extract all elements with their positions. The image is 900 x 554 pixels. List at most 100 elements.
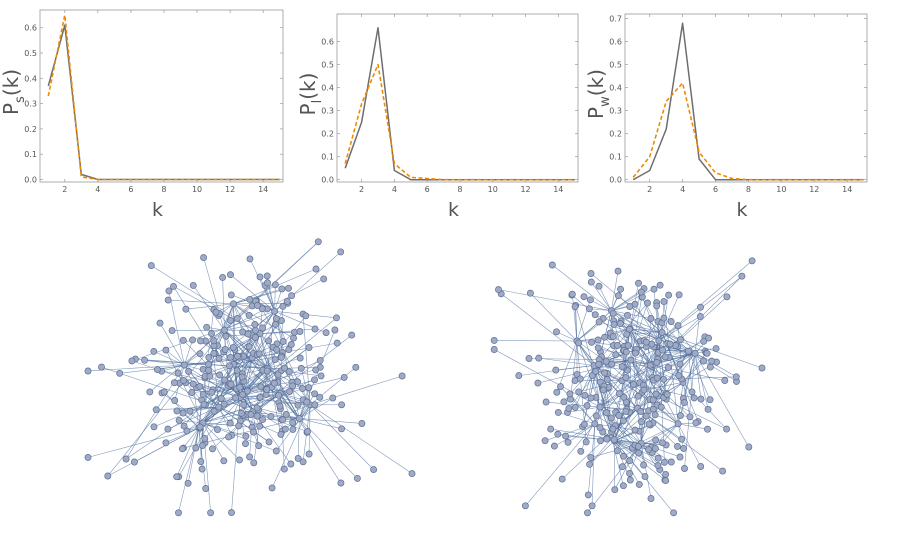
node <box>620 393 628 401</box>
series-line-dashed <box>632 82 864 181</box>
node <box>242 440 249 448</box>
edge <box>165 427 200 444</box>
node <box>210 337 218 345</box>
edge <box>274 284 276 312</box>
node <box>490 346 498 353</box>
edge <box>570 340 578 400</box>
edge <box>598 286 612 311</box>
node <box>273 346 281 354</box>
node <box>256 393 264 401</box>
node <box>554 430 562 438</box>
edge <box>552 264 612 311</box>
node <box>252 326 259 334</box>
node <box>677 336 684 344</box>
edge <box>688 350 711 400</box>
node <box>316 393 324 401</box>
plot-frame <box>624 13 868 183</box>
node <box>294 401 302 409</box>
edge <box>567 406 601 413</box>
node <box>220 326 228 334</box>
node <box>238 373 246 381</box>
y-tick-label: 0.0 <box>24 175 37 184</box>
node <box>521 502 529 510</box>
node <box>205 366 212 374</box>
node <box>585 305 593 313</box>
edge <box>153 351 185 366</box>
edge <box>233 288 282 305</box>
node <box>631 426 639 434</box>
edge <box>218 406 232 436</box>
node <box>212 308 220 316</box>
node <box>654 454 662 462</box>
node <box>130 458 138 466</box>
edge <box>656 350 689 379</box>
node <box>566 390 574 398</box>
edge <box>595 371 638 409</box>
node <box>312 265 320 273</box>
node <box>624 342 632 349</box>
x-tick-label: 14 <box>553 185 563 194</box>
y-label-subscript: w <box>598 96 613 107</box>
edge <box>173 286 237 389</box>
node <box>609 309 617 317</box>
y-axis-label: Ps(k) <box>0 69 28 115</box>
node <box>150 423 158 431</box>
edge <box>688 351 693 392</box>
edge <box>611 291 642 311</box>
x-axis-label: k <box>736 199 747 221</box>
node <box>338 425 346 433</box>
node <box>199 442 206 450</box>
edge <box>219 313 253 358</box>
node <box>271 281 279 289</box>
node <box>602 357 610 365</box>
node <box>222 332 230 340</box>
node <box>287 341 295 348</box>
edge <box>630 296 643 361</box>
node <box>587 270 595 277</box>
y-tick-label: 0.5 <box>24 49 37 58</box>
edge <box>144 360 185 366</box>
node <box>215 354 223 362</box>
node <box>312 366 320 374</box>
node <box>338 401 346 409</box>
node <box>296 328 304 335</box>
edge <box>529 358 631 361</box>
y-tick-label: 0.6 <box>24 24 37 33</box>
edge <box>309 404 413 474</box>
node <box>656 281 664 289</box>
node <box>200 254 208 262</box>
node <box>289 419 297 426</box>
node <box>586 460 594 468</box>
node <box>337 479 345 487</box>
edge <box>202 422 225 461</box>
node <box>691 349 699 357</box>
node <box>104 472 112 480</box>
node <box>627 356 635 364</box>
node <box>723 293 731 301</box>
node <box>591 311 599 319</box>
node <box>562 432 570 440</box>
edge <box>205 329 225 342</box>
node <box>576 375 584 383</box>
node <box>526 289 534 297</box>
node <box>352 363 360 371</box>
node <box>160 388 168 396</box>
node <box>560 398 568 406</box>
node <box>583 402 591 410</box>
node <box>654 461 662 469</box>
node <box>311 325 319 333</box>
node <box>185 367 192 375</box>
node <box>285 368 293 376</box>
node <box>199 390 207 398</box>
node <box>234 352 241 360</box>
node <box>270 379 278 387</box>
node <box>263 367 271 375</box>
edge <box>658 260 753 342</box>
chart-1: 2 4 6 8 10 12 14 0.0 0.1 0.2 0.3 0.4 0.5 0.6 k Ps(k) <box>0 9 284 221</box>
node <box>244 330 252 338</box>
y-tick-label: 0.4 <box>609 84 622 93</box>
node <box>651 411 659 419</box>
node <box>623 330 631 338</box>
node <box>595 282 603 290</box>
edge <box>153 404 206 428</box>
